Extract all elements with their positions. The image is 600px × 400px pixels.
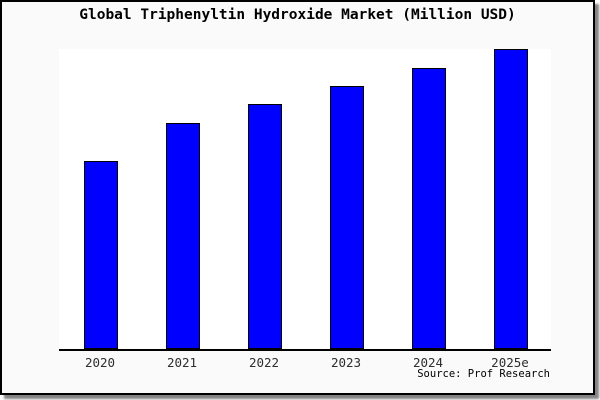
plot-area: [59, 49, 551, 351]
bar-2020: [84, 161, 118, 349]
bar-2025e: [494, 49, 528, 349]
x-tick-label-2023: 2023: [330, 355, 362, 370]
bar-2023: [330, 86, 364, 349]
bar-2024: [412, 68, 446, 349]
bar-2021: [166, 123, 200, 349]
bar-2022: [248, 104, 282, 349]
x-tick-label-2022: 2022: [248, 355, 280, 370]
source-credit: Source: Prof Research: [417, 368, 550, 380]
x-tick-label-2024: 2024: [412, 355, 444, 370]
chart-frame: Global Triphenyltin Hydroxide Market (Mi…: [0, 0, 595, 395]
chart-title: Global Triphenyltin Hydroxide Market (Mi…: [79, 7, 516, 23]
x-tick-label-2020: 2020: [84, 355, 116, 370]
x-tick-label-2025e: 2025e: [491, 355, 529, 370]
x-tick-label-2021: 2021: [166, 355, 198, 370]
